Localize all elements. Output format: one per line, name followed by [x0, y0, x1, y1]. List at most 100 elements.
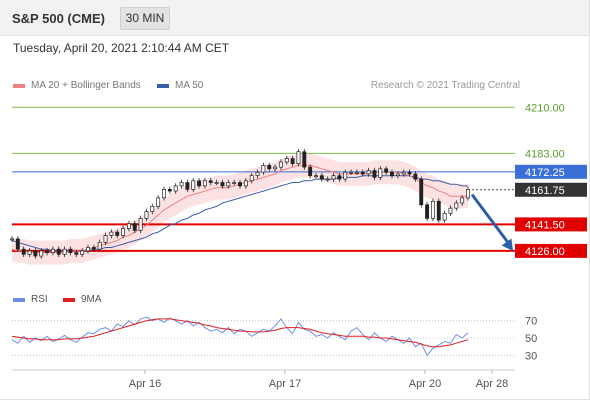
x-tick-label: Apr 28 — [476, 378, 508, 390]
rsi-line — [11, 316, 469, 357]
candle-body — [454, 202, 459, 209]
candle-body — [384, 168, 389, 173]
candle-body — [191, 180, 196, 190]
candle-body — [173, 185, 178, 192]
timeframe-button[interactable]: 30 MIN — [120, 7, 170, 30]
candle-body — [425, 204, 430, 219]
candle-body — [401, 171, 406, 175]
legend-ma20: MA 20 + Bollinger Bands — [13, 80, 141, 91]
level-label-last-price: 4161.75 — [525, 185, 565, 197]
candle-body — [273, 166, 278, 170]
candle-body — [267, 165, 272, 170]
candle-body — [50, 248, 55, 253]
candle-body — [290, 158, 295, 165]
candle-body — [39, 250, 44, 257]
level-label-support-1: 4141.50 — [525, 219, 565, 231]
candle-body — [319, 175, 324, 180]
level-label-support-2: 4126.00 — [525, 246, 565, 258]
candle-body — [413, 173, 418, 180]
candle-body — [284, 158, 289, 163]
candle-body — [150, 206, 155, 212]
candle-body — [220, 182, 225, 187]
candle-body — [21, 248, 26, 255]
candle-body — [331, 175, 336, 180]
candle-body — [360, 171, 365, 175]
candle-body — [378, 168, 383, 178]
candle-body — [126, 223, 131, 230]
candle-body — [208, 180, 213, 183]
candle-body — [419, 178, 424, 206]
research-credit: Research © 2021 Trading Central — [370, 80, 520, 91]
candle-body — [179, 182, 184, 187]
rsi-tick-label: 30 — [525, 350, 537, 362]
instrument-title: S&P 500 (CME) — [12, 11, 105, 26]
candle-body — [466, 188, 470, 199]
candle-body — [167, 188, 172, 192]
candle-body — [337, 175, 342, 180]
candle-body — [214, 182, 219, 184]
ma20-swatch — [13, 83, 25, 88]
candles — [10, 148, 470, 259]
candle-body — [162, 188, 166, 199]
ma50-label: MA 50 — [175, 80, 204, 91]
candle-body — [308, 166, 313, 177]
candle-body — [121, 228, 126, 236]
candle-body — [109, 231, 114, 236]
candle-body — [80, 250, 85, 255]
rsi-swatch — [13, 297, 25, 302]
x-tick-label: Apr 16 — [129, 378, 161, 390]
level-label-resistance-2: 4210.00 — [525, 102, 565, 114]
candle-body — [97, 242, 102, 250]
ma50-swatch — [157, 83, 169, 88]
rsi-ma-line — [11, 318, 469, 348]
forecast-arrow-shaft — [470, 193, 511, 245]
candle-body — [91, 247, 96, 250]
candle-body — [343, 171, 348, 180]
candle-body — [232, 182, 237, 184]
level-tag-pivot — [515, 164, 587, 179]
rsi-label: RSI — [31, 294, 48, 305]
candle-body — [448, 207, 453, 214]
level-tag-support-2 — [515, 243, 587, 258]
candle-body — [15, 238, 20, 250]
level-tag-support-1 — [515, 217, 587, 232]
candle-body — [68, 248, 73, 253]
candle-body — [366, 170, 371, 175]
rsi-ma-swatch — [63, 297, 75, 302]
candle-body — [249, 175, 254, 182]
rsi-tick-label: 50 — [525, 333, 537, 345]
candle-body — [10, 238, 14, 241]
candle-body — [436, 200, 441, 221]
candle-body — [349, 171, 354, 174]
forecast-arrow-head — [501, 238, 513, 251]
candle-body — [45, 250, 50, 253]
candle-body — [238, 182, 242, 187]
candle-body — [74, 252, 79, 255]
candle-body — [354, 171, 359, 174]
candle-body — [185, 182, 190, 190]
legend-ma50: MA 50 — [157, 80, 203, 91]
candle-body — [132, 223, 137, 231]
candle-body — [261, 165, 266, 173]
legend-rsi-ma: 9MA — [63, 294, 102, 305]
rsi-tick-label: 70 — [525, 316, 537, 328]
level-label-pivot: 4172.25 — [525, 167, 565, 179]
candle-body — [407, 171, 412, 175]
level-label-resistance-1: 4183.00 — [525, 148, 565, 160]
ma20-label: MA 20 + Bollinger Bands — [31, 80, 141, 91]
candle-body — [197, 180, 202, 187]
candle-body — [460, 197, 465, 204]
chart-header: S&P 500 (CME) 30 MIN — [0, 0, 590, 36]
candle-body — [255, 171, 260, 177]
candle-body — [62, 248, 67, 255]
candle-body — [138, 218, 143, 231]
candle-body — [372, 170, 377, 178]
candle-body — [27, 250, 32, 255]
candle-body — [395, 173, 400, 177]
x-tick-label: Apr 20 — [409, 378, 441, 390]
candle-body — [226, 182, 231, 187]
candle-body — [325, 178, 330, 181]
candle-body — [33, 250, 38, 257]
level-tag-last-price — [515, 182, 587, 197]
